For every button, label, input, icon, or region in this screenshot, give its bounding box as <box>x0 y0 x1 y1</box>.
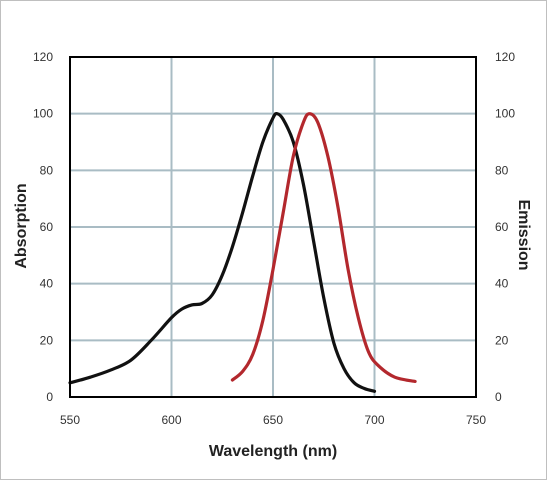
y-right-tick-label: 60 <box>495 220 509 234</box>
x-tick-label: 600 <box>161 413 181 427</box>
x-axis-title: Wavelength (nm) <box>209 443 337 460</box>
y-left-tick-label: 80 <box>40 163 54 177</box>
series-layer <box>68 111 417 393</box>
y-left-tick-label: 60 <box>40 220 54 234</box>
y-right-axis-title: Emission <box>515 199 532 270</box>
emission-series-line <box>230 112 417 384</box>
x-tick-label: 650 <box>263 413 283 427</box>
plot-area-border <box>69 56 477 398</box>
y-left-tick-labels: 0 20 40 60 80 100 120 <box>33 50 53 404</box>
y-right-tick-label: 120 <box>495 50 515 64</box>
x-tick-labels: 550 600 650 700 750 <box>60 413 486 427</box>
y-right-tick-label: 20 <box>495 333 509 347</box>
y-left-tick-label: 20 <box>40 333 54 347</box>
y-right-tick-labels: 0 20 40 60 80 100 120 <box>495 50 515 404</box>
x-tick-label: 750 <box>466 413 486 427</box>
y-left-tick-label: 40 <box>40 277 54 291</box>
y-left-axis-title: Absorption <box>13 183 30 268</box>
y-left-tick-label: 0 <box>46 390 53 404</box>
y-left-tick-label: 100 <box>33 107 53 121</box>
grid-lines <box>70 57 476 397</box>
absorption-series-line <box>68 111 377 393</box>
y-left-tick-label: 120 <box>33 50 53 64</box>
y-right-tick-label: 0 <box>495 390 502 404</box>
y-right-tick-label: 40 <box>495 277 509 291</box>
y-right-tick-label: 80 <box>495 163 509 177</box>
y-right-tick-label: 100 <box>495 107 515 121</box>
x-tick-label: 700 <box>364 413 384 427</box>
x-tick-label: 550 <box>60 413 80 427</box>
